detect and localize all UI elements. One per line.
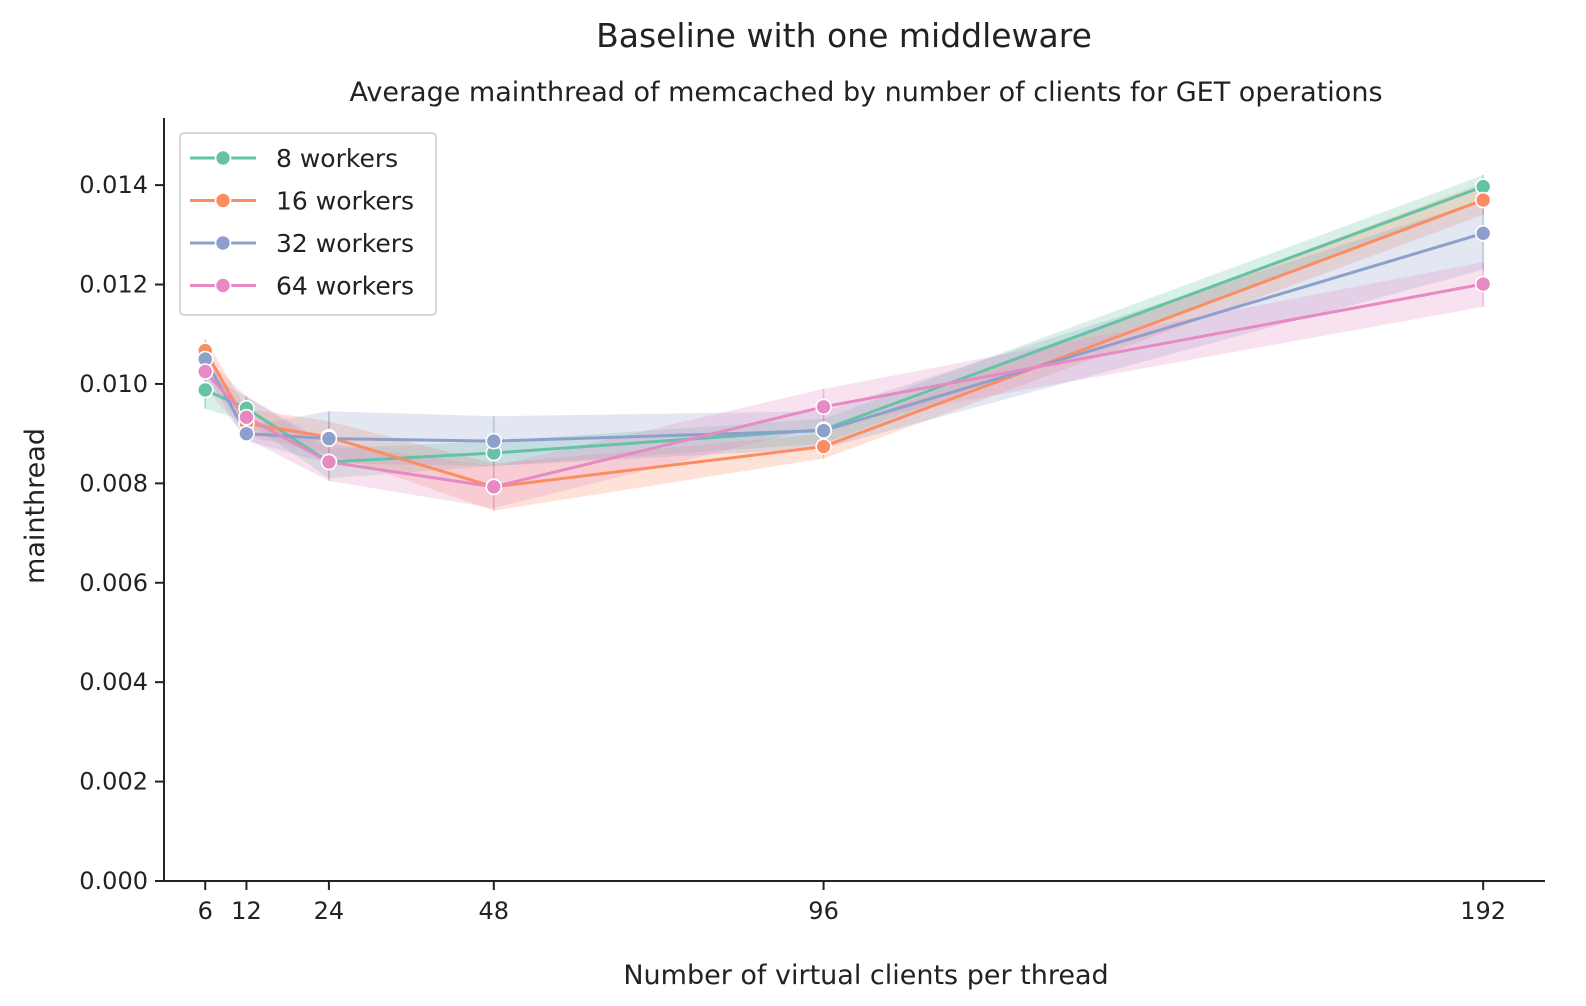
y-tick-label: 0.002: [79, 768, 148, 796]
axes: 6 12 24 48 96 192 0.000 0.002 0.004 0.006 0.008 0.0…: [79, 118, 1545, 925]
y-tick-label: 0.006: [79, 569, 148, 597]
legend-marker: [214, 149, 232, 167]
legend-label: 8 workers: [276, 144, 398, 173]
y-tick-label: 0.004: [79, 668, 148, 696]
data-point: [815, 438, 832, 455]
y-tick-label: 0.012: [79, 271, 148, 299]
data-point: [238, 408, 255, 426]
legend-box: [179, 132, 437, 316]
legend-label: 16 workers: [276, 187, 414, 216]
data-point: [320, 430, 338, 447]
data-point: [320, 453, 338, 471]
legend-label: 64 workers: [276, 272, 414, 301]
x-tick-label: 12: [231, 897, 262, 925]
y-tick-label: 0.008: [79, 469, 148, 497]
legend-marker: [214, 277, 232, 294]
data-point: [196, 381, 214, 399]
x-tick-label: 6: [198, 897, 213, 925]
data-point: [196, 363, 214, 380]
y-tick-label: 0.010: [79, 370, 148, 398]
chart-title: Average mainthread of memcached by numbe…: [349, 77, 1382, 108]
x-tick-label: 192: [1460, 897, 1506, 925]
legend-label: 32 workers: [276, 229, 414, 258]
data-point: [485, 432, 503, 450]
data-point: [1474, 275, 1492, 293]
legend: 8 workers 16 workers 32 workers 64 workers: [179, 132, 437, 316]
legend-marker: [214, 192, 232, 209]
y-axis-label: mainthread: [20, 428, 51, 584]
data-point: [1474, 191, 1492, 209]
x-tick-label: 96: [808, 897, 839, 925]
chart-suptitle: Baseline with one middleware: [596, 16, 1092, 55]
x-tick-label: 24: [314, 897, 345, 925]
data-point: [815, 398, 832, 416]
data-point: [1474, 225, 1492, 242]
data-point: [485, 478, 503, 496]
ci-band-1: [205, 175, 1484, 479]
ci-band-2: [205, 182, 1484, 511]
y-tick-label: 0.000: [79, 867, 148, 895]
ci-band-4: [205, 262, 1484, 509]
data-point: [238, 425, 255, 442]
x-axis-label: Number of virtual clients per thread: [623, 960, 1108, 991]
y-tick-label: 0.014: [79, 171, 148, 199]
legend-marker: [214, 234, 232, 252]
series-markers: [196, 178, 1492, 496]
x-tick-label: 48: [479, 897, 510, 925]
data-point: [815, 422, 832, 439]
